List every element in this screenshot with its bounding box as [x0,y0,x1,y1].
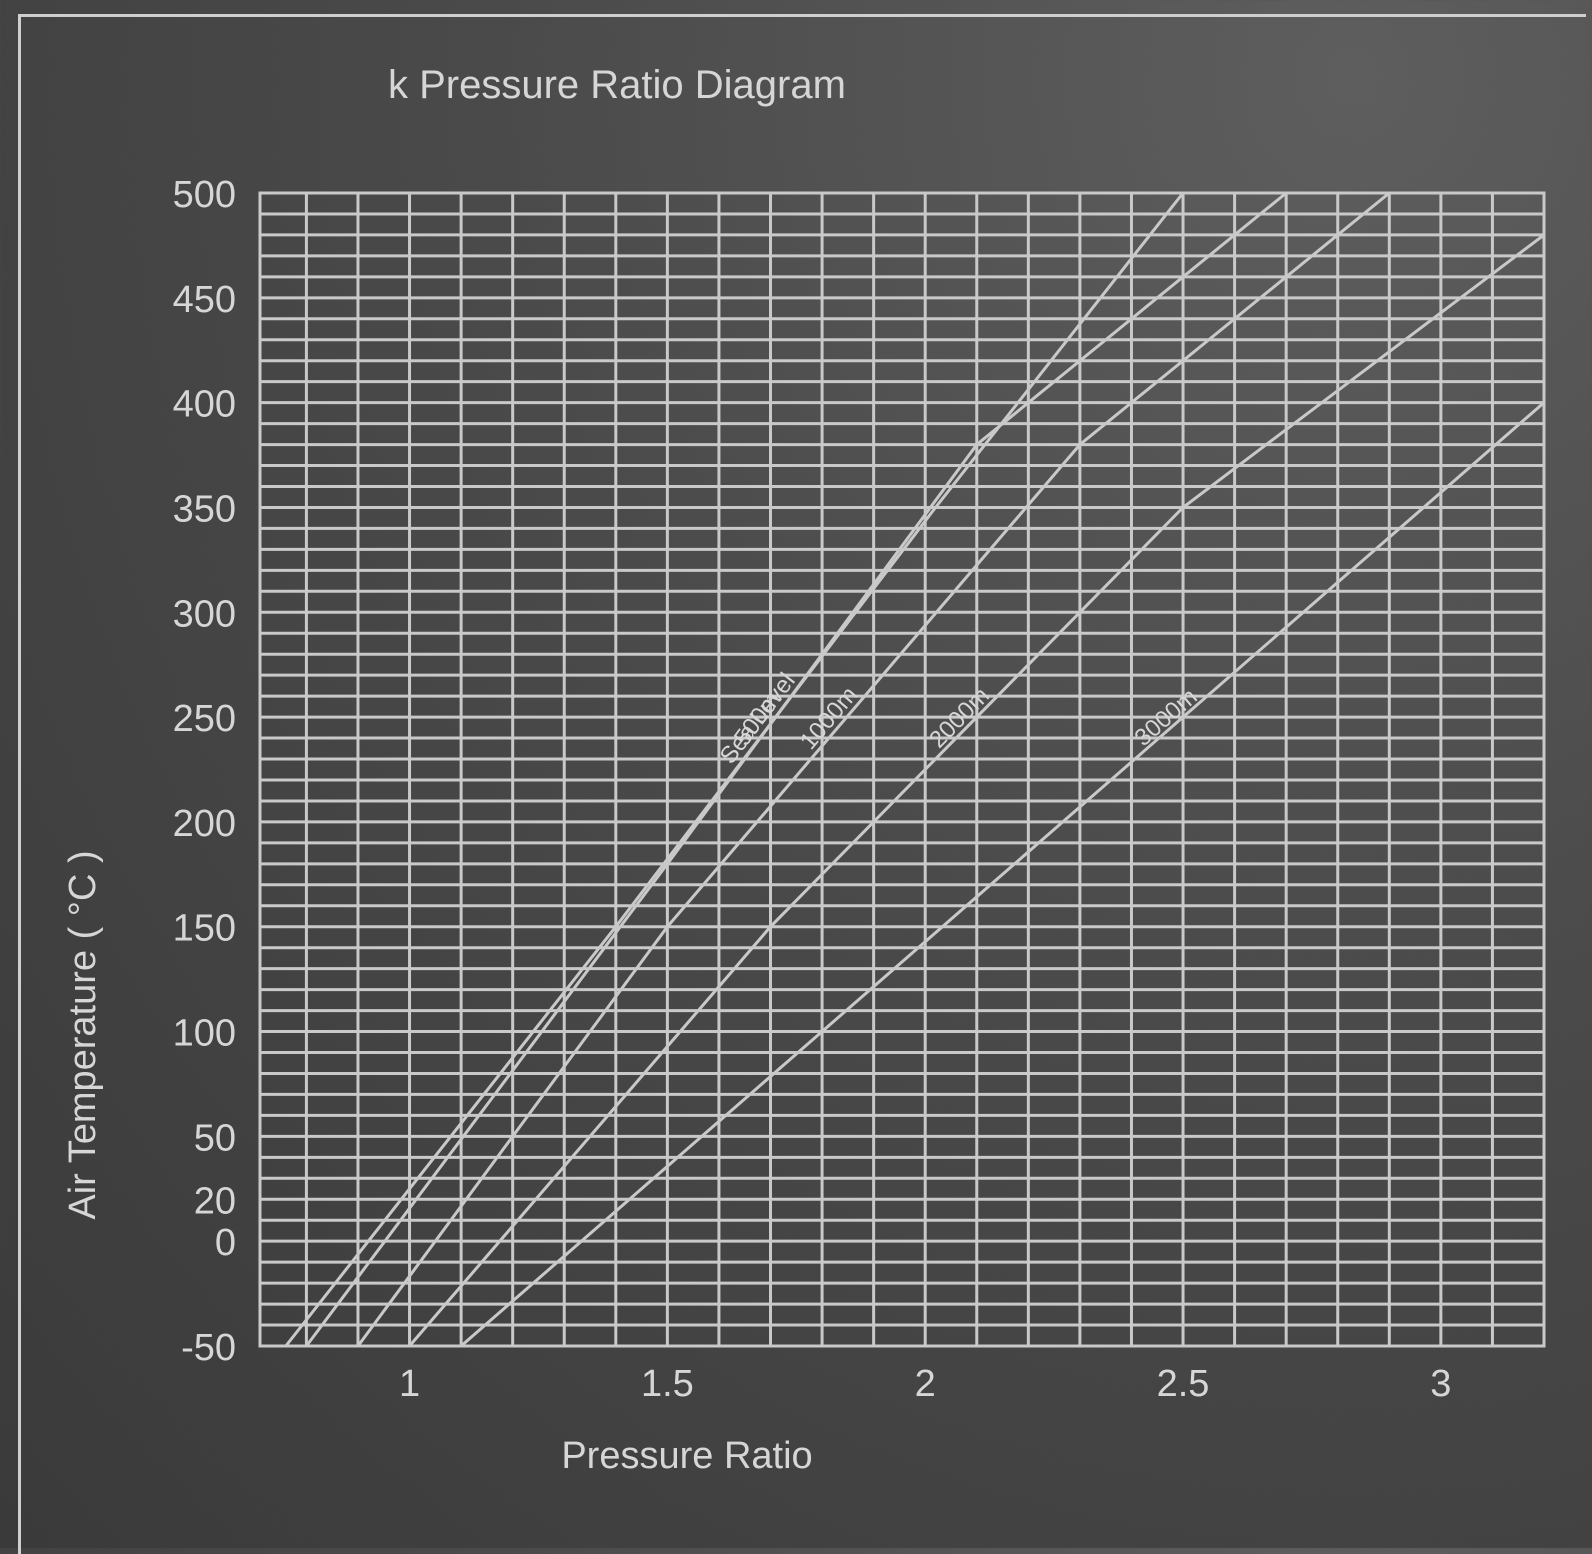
grid-lines [260,191,1546,1348]
y-tick-label: 100 [173,1013,236,1055]
y-tick-label: 450 [173,279,236,321]
y-tick-label: 350 [173,488,236,530]
series-line-4 [460,401,1545,1348]
y-tick-label: -50 [181,1327,236,1369]
y-tick-label: 50 [194,1117,236,1159]
y-tick-label: 300 [173,593,236,635]
axis-ticks: 1 1.5 2 2.5 3 -50 020 50 100 150 200 250 300 350 400 45… [173,174,1452,1405]
series-line-3 [408,233,1545,1347]
y-tick-label: 0 [215,1222,236,1264]
y-tick-label: 400 [173,384,236,426]
series-line-0 [284,192,1185,1347]
series-line-1 [305,191,1288,1347]
chart-frame [18,14,1586,1554]
chart-title: k Pressure Ratio Diagram [388,63,846,107]
y-axis-label: Air Temperature ( °C ) [62,850,104,1219]
x-tick-label: 1 [399,1363,420,1405]
x-tick-label: 2.5 [1157,1363,1210,1405]
plot-area-border [258,191,1546,1348]
altitude-curves [284,191,1545,1348]
x-axis-label: Pressure Ratio [561,1435,812,1477]
y-tick-label: 250 [173,698,236,740]
x-tick-label: 3 [1430,1363,1451,1405]
series-line-2 [356,191,1391,1347]
y-tick-label: 500 [173,174,236,216]
y-tick-label: 20 [194,1180,236,1222]
y-tick-label: 200 [173,803,236,845]
y-tick-label: 150 [173,908,236,950]
x-tick-label: 1.5 [641,1363,694,1405]
x-tick-label: 2 [915,1363,936,1405]
